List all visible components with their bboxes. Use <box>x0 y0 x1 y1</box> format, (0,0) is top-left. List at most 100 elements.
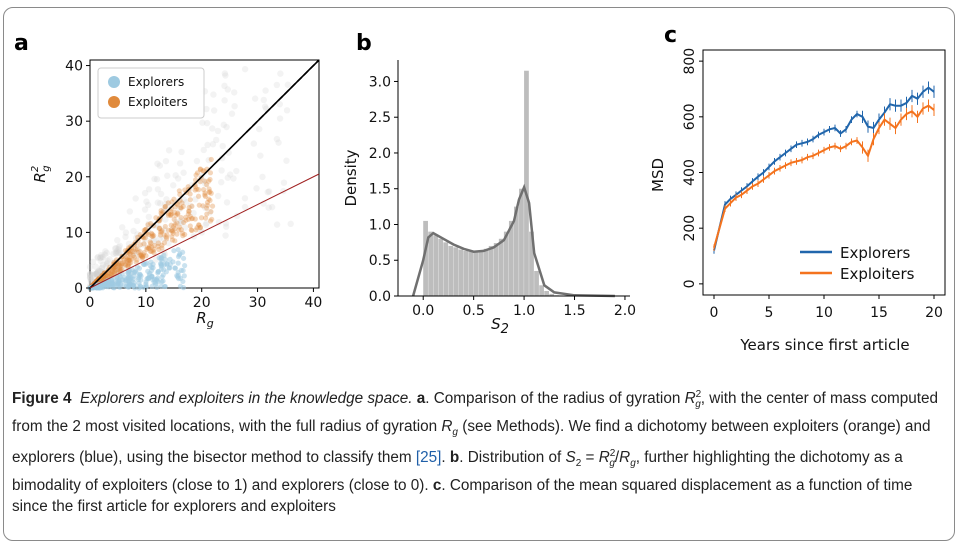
scatter-point-exploiter <box>116 261 122 267</box>
legend-label-explorers-c: Explorers <box>840 244 910 262</box>
scatter-point-exploiter <box>126 257 132 263</box>
scatter-point <box>131 250 138 257</box>
panel-a-ylabel: R2g <box>30 165 52 182</box>
y-tick-label: 600 <box>682 103 698 130</box>
scatter-point <box>253 185 260 192</box>
scatter-point-exploiter <box>209 203 216 209</box>
scatter-point <box>134 231 141 238</box>
scatter-point-exploiter <box>131 254 138 260</box>
scatter-point-exploiter <box>207 176 213 183</box>
legend-marker-explorers <box>108 76 120 88</box>
scatter-point-exploiter <box>156 218 162 224</box>
scatter-point-exploiter <box>117 266 123 272</box>
scatter-point-exploiter <box>187 223 193 229</box>
y-tick-label: 10 <box>65 225 83 241</box>
scatter-point <box>202 180 209 188</box>
scatter-point-exploiter <box>151 242 157 249</box>
caption-text-a1: . Comparison of the radius of gyration <box>425 390 685 408</box>
scatter-point <box>90 271 97 278</box>
scatter-point <box>250 140 258 147</box>
scatter-point-exploiter <box>178 214 184 221</box>
scatter-point-exploiter <box>173 212 179 218</box>
scatter-point <box>265 204 272 211</box>
scatter-point <box>92 263 99 270</box>
scatter-point-exploiter <box>168 211 175 217</box>
scatter-point <box>115 246 122 253</box>
scatter-point-exploiter <box>127 257 133 263</box>
scatter-point-exploiter <box>188 227 194 233</box>
scatter-point-exploiter <box>149 231 155 237</box>
scatter-point-explorer <box>162 283 168 290</box>
scatter-point-exploiter <box>151 250 157 256</box>
x-tick-label: 1.0 <box>513 303 535 319</box>
y-tick-label: 30 <box>65 114 83 130</box>
citation-link[interactable]: [25] <box>415 449 442 467</box>
scatter-point-exploiter <box>178 227 184 233</box>
scatter-point <box>222 72 229 79</box>
y-tick-label: 20 <box>65 170 83 186</box>
scatter-point <box>176 160 184 167</box>
scatter-point <box>164 172 171 179</box>
scatter-point-exploiter <box>110 267 116 273</box>
scatter-point <box>165 147 173 154</box>
caption-c-label: c <box>432 476 442 494</box>
scatter-point <box>115 244 123 251</box>
y-tick-label: 400 <box>682 159 698 186</box>
panel-c-legend: Explorers Exploiters <box>800 244 915 283</box>
scatter-point-exploiter <box>129 256 135 262</box>
scatter-point-exploiter <box>192 187 198 193</box>
scatter-point-exploiter <box>148 220 154 227</box>
scatter-point <box>230 175 237 182</box>
scatter-point <box>106 256 113 263</box>
scatter-point <box>133 217 141 225</box>
scatter-point-exploiter <box>175 211 181 217</box>
scatter-point-explorer <box>177 283 184 289</box>
scatter-point-explorer <box>115 284 122 290</box>
scatter-point-exploiter <box>156 246 162 253</box>
x-tick-label: 0.5 <box>463 303 485 319</box>
scatter-point-explorer <box>126 280 133 286</box>
scatter-point-exploiter <box>174 202 181 208</box>
hist-bar <box>549 293 555 296</box>
scatter-point-exploiter <box>196 222 202 228</box>
scatter-point-explorer <box>155 270 161 276</box>
y-tick-label: 1.0 <box>369 217 391 233</box>
scatter-point <box>92 270 100 278</box>
scatter-point-exploiter <box>206 178 212 184</box>
scatter-point <box>122 229 130 236</box>
scatter-point-exploiter <box>186 208 192 214</box>
hist-bar <box>443 242 449 296</box>
scatter-point-exploiter <box>141 250 147 256</box>
scatter-point-exploiter <box>202 192 208 198</box>
scatter-point-exploiter <box>187 213 193 219</box>
scatter-point-exploiter <box>100 273 106 280</box>
scatter-point <box>144 228 152 236</box>
scatter-point-exploiter <box>166 211 172 217</box>
scatter-point <box>154 186 162 193</box>
scatter-point <box>214 192 222 200</box>
scatter-point-exploiter <box>185 216 192 222</box>
scatter-point-exploiter <box>163 234 169 240</box>
scatter-point <box>133 251 140 259</box>
scatter-point-exploiter <box>197 167 204 173</box>
scatter-point <box>116 248 124 256</box>
scatter-point-exploiter <box>171 196 177 202</box>
scatter-point <box>94 254 101 261</box>
legend-marker-exploiters <box>108 96 120 108</box>
scatter-point <box>93 272 101 280</box>
scatter-point-exploiter <box>207 188 213 195</box>
scatter-point <box>162 216 169 223</box>
scatter-point-exploiter <box>159 227 165 234</box>
scatter-point <box>89 258 97 266</box>
scatter-point-exploiter <box>124 254 130 260</box>
scatter-point <box>178 148 185 156</box>
scatter-point-explorer <box>175 246 181 253</box>
hist-bar <box>458 249 464 296</box>
scatter-point <box>156 235 163 242</box>
scatter-point-exploiter <box>197 224 203 231</box>
hist-bar <box>468 251 474 296</box>
scatter-point-exploiter <box>128 245 134 251</box>
scatter-point <box>176 205 183 213</box>
